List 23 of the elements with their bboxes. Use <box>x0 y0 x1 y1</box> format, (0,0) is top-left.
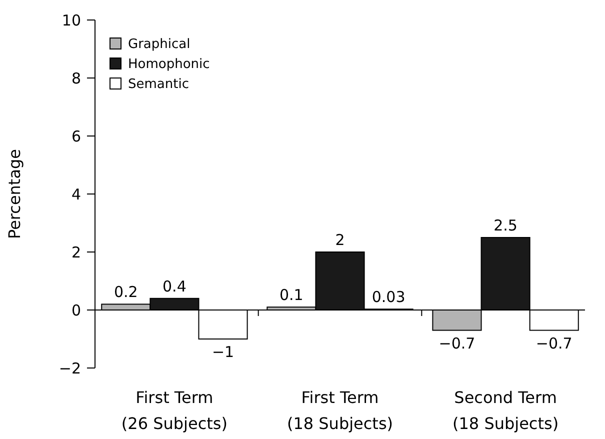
y-tick-label: 0 <box>71 301 81 320</box>
data-label: −0.7 <box>536 334 572 352</box>
data-label: 0.03 <box>372 288 406 306</box>
y-tick-label: −2 <box>58 359 81 378</box>
y-tick-label: 8 <box>71 69 81 88</box>
legend-label: Graphical <box>128 37 190 52</box>
data-label: −0.7 <box>438 334 476 352</box>
x-tick-label: Second Term (18 Subjects) <box>452 388 559 433</box>
y-tick-label: 4 <box>71 185 81 204</box>
x-tick-label: First Term (26 Subjects) <box>121 388 228 433</box>
data-label: 2.5 <box>494 216 518 234</box>
data-label: 2 <box>335 231 345 249</box>
legend-label: Semantic <box>128 77 189 92</box>
y-tick-label: 2 <box>71 243 81 262</box>
data-label: 0.2 <box>114 283 138 302</box>
y-tick-label: 6 <box>71 127 81 146</box>
legend-label: Homophonic <box>128 57 210 72</box>
data-label: −1 <box>212 343 234 361</box>
data-label: 0.4 <box>162 277 186 296</box>
data-label: 0.1 <box>280 286 304 304</box>
y-tick-label: 10 <box>62 11 81 30</box>
x-tick-label: First Term (18 Subjects) <box>286 388 394 433</box>
y-axis-title: Percentage <box>5 148 24 240</box>
